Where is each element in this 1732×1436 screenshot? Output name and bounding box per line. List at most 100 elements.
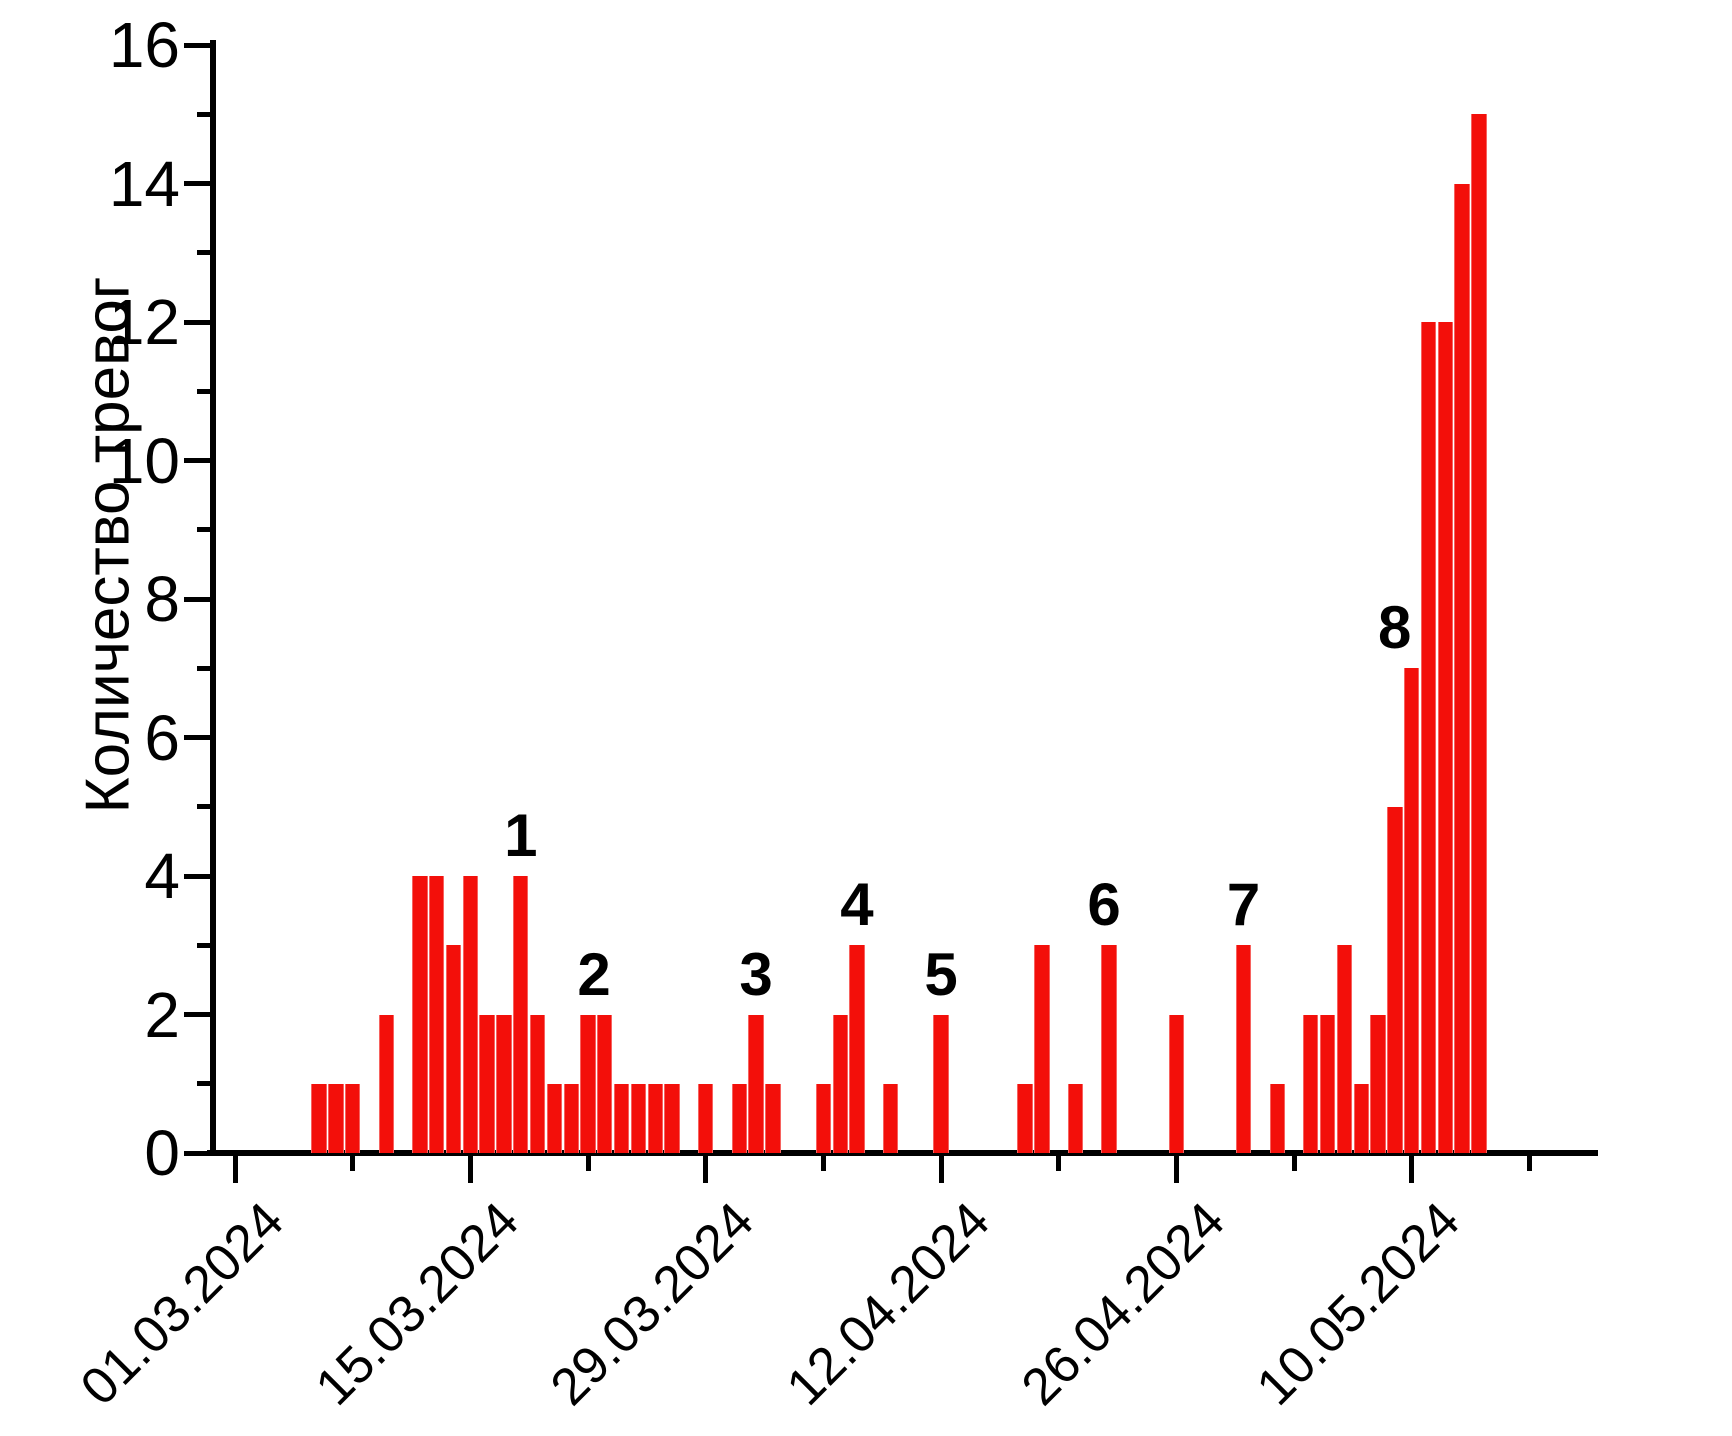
x-date-label: 29.03.2024	[540, 1191, 766, 1417]
bar-05.04.2024	[815, 1083, 831, 1154]
y-minor-tick	[197, 942, 210, 948]
x-minor-tick	[1291, 1156, 1297, 1171]
bar-12.03.2024	[412, 876, 428, 1153]
bar-02.05.2024	[1269, 1083, 1285, 1154]
y-tick-label: 6	[144, 701, 180, 774]
bar-07.05.2024	[1353, 1083, 1369, 1154]
bar-06.03.2024	[311, 1083, 327, 1154]
y-major-tick	[184, 319, 210, 325]
bar-12.05.2024	[1437, 322, 1453, 1153]
bar-07.03.2024	[328, 1083, 344, 1154]
y-major-tick	[184, 735, 210, 740]
bar-08.05.2024	[1370, 1014, 1386, 1153]
bar-11.05.2024	[1420, 322, 1437, 1153]
annotation-1: 1	[504, 802, 538, 869]
bar-16.03.2024	[479, 1014, 495, 1153]
bar-20.03.2024	[546, 1083, 563, 1154]
annotation-3: 3	[739, 940, 773, 1008]
x-major-tick	[703, 1156, 709, 1183]
y-minor-tick	[197, 804, 210, 810]
bar-18.03.2024	[513, 876, 529, 1153]
x-minor-tick	[1526, 1156, 1532, 1171]
x-minor-tick	[1056, 1156, 1062, 1171]
bar-25.03.2024	[630, 1083, 647, 1154]
bar-08.03.2024	[345, 1083, 361, 1154]
y-tick-label: 14	[108, 147, 180, 220]
x-major-tick	[1409, 1156, 1415, 1183]
x-major-tick	[467, 1156, 473, 1183]
bar-21.03.2024	[563, 1083, 579, 1154]
y-major-tick	[184, 181, 210, 186]
bar-02.04.2024	[765, 1083, 781, 1154]
bar-19.03.2024	[529, 1014, 546, 1153]
y-minor-tick	[197, 665, 210, 671]
bar-15.03.2024	[462, 876, 478, 1153]
bar-17.03.2024	[496, 1014, 512, 1153]
x-major-tick	[232, 1156, 238, 1183]
x-date-label: 12.04.2024	[775, 1191, 1001, 1417]
y-tick-label: 0	[144, 1117, 180, 1189]
annotation-8: 8	[1378, 594, 1412, 662]
bar-06.05.2024	[1336, 945, 1353, 1154]
bar-17.04.2024	[1017, 1083, 1033, 1154]
y-minor-tick	[197, 388, 210, 394]
annotation-2: 2	[577, 940, 611, 1008]
bar-09.05.2024	[1387, 806, 1403, 1154]
bar-22.03.2024	[580, 1014, 596, 1153]
y-major-tick	[184, 42, 210, 48]
bar-18.04.2024	[1034, 945, 1050, 1154]
y-tick-label: 8	[144, 563, 180, 635]
bar-27.03.2024	[664, 1083, 680, 1154]
y-tick-label: 12	[108, 286, 180, 358]
x-date-label: 15.03.2024	[304, 1191, 530, 1417]
bar-06.04.2024	[832, 1014, 848, 1153]
y-axis-title-text: Количество тревог	[73, 276, 143, 814]
y-major-tick	[184, 596, 210, 602]
bar-31.03.2024	[731, 1083, 747, 1154]
bar-13.03.2024	[429, 876, 445, 1153]
x-minor-tick	[820, 1156, 826, 1171]
bar-20.04.2024	[1067, 1083, 1084, 1154]
bar-22.04.2024	[1101, 945, 1117, 1154]
bar-01.04.2024	[748, 1014, 764, 1153]
bar-09.04.2024	[882, 1083, 899, 1154]
y-tick-label: 4	[144, 840, 180, 912]
x-axis-spine	[207, 1150, 1598, 1156]
annotation-4: 4	[840, 871, 874, 939]
x-date-label: 01.03.2024	[69, 1191, 295, 1417]
y-axis-spine	[210, 40, 216, 1156]
bar-04.05.2024	[1303, 1014, 1319, 1153]
y-minor-tick	[197, 250, 210, 256]
bar-05.05.2024	[1319, 1014, 1336, 1153]
bar-26.03.2024	[647, 1083, 663, 1154]
y-tick-label: 16	[108, 9, 180, 81]
y-minor-tick	[197, 111, 210, 117]
bar-12.04.2024	[933, 1014, 949, 1153]
annotation-5: 5	[924, 940, 958, 1008]
bar-24.03.2024	[613, 1083, 630, 1154]
bar-14.03.2024	[445, 945, 462, 1154]
y-axis-title: Количество тревог	[73, 277, 144, 814]
annotation-6: 6	[1087, 871, 1121, 939]
y-major-tick	[184, 1150, 210, 1156]
x-minor-tick	[585, 1156, 591, 1171]
y-minor-tick	[197, 1081, 210, 1087]
bar-26.04.2024	[1168, 1014, 1185, 1153]
x-minor-tick	[350, 1156, 356, 1171]
bar-23.03.2024	[597, 1014, 613, 1153]
y-major-tick	[184, 458, 210, 463]
bar-30.04.2024	[1235, 945, 1252, 1154]
x-major-tick	[938, 1156, 944, 1183]
x-date-label: 10.05.2024	[1246, 1191, 1472, 1417]
annotation-7: 7	[1226, 871, 1261, 939]
x-date-label: 26.04.2024	[1010, 1191, 1236, 1417]
y-major-tick	[184, 873, 210, 879]
bar-14.05.2024	[1471, 114, 1487, 1154]
bar-10.05.2024	[1404, 668, 1420, 1154]
bar-29.03.2024	[698, 1083, 714, 1154]
x-major-tick	[1173, 1156, 1179, 1183]
y-tick-label: 2	[144, 978, 180, 1051]
bar-13.05.2024	[1454, 183, 1470, 1153]
bar-10.03.2024	[378, 1014, 394, 1153]
